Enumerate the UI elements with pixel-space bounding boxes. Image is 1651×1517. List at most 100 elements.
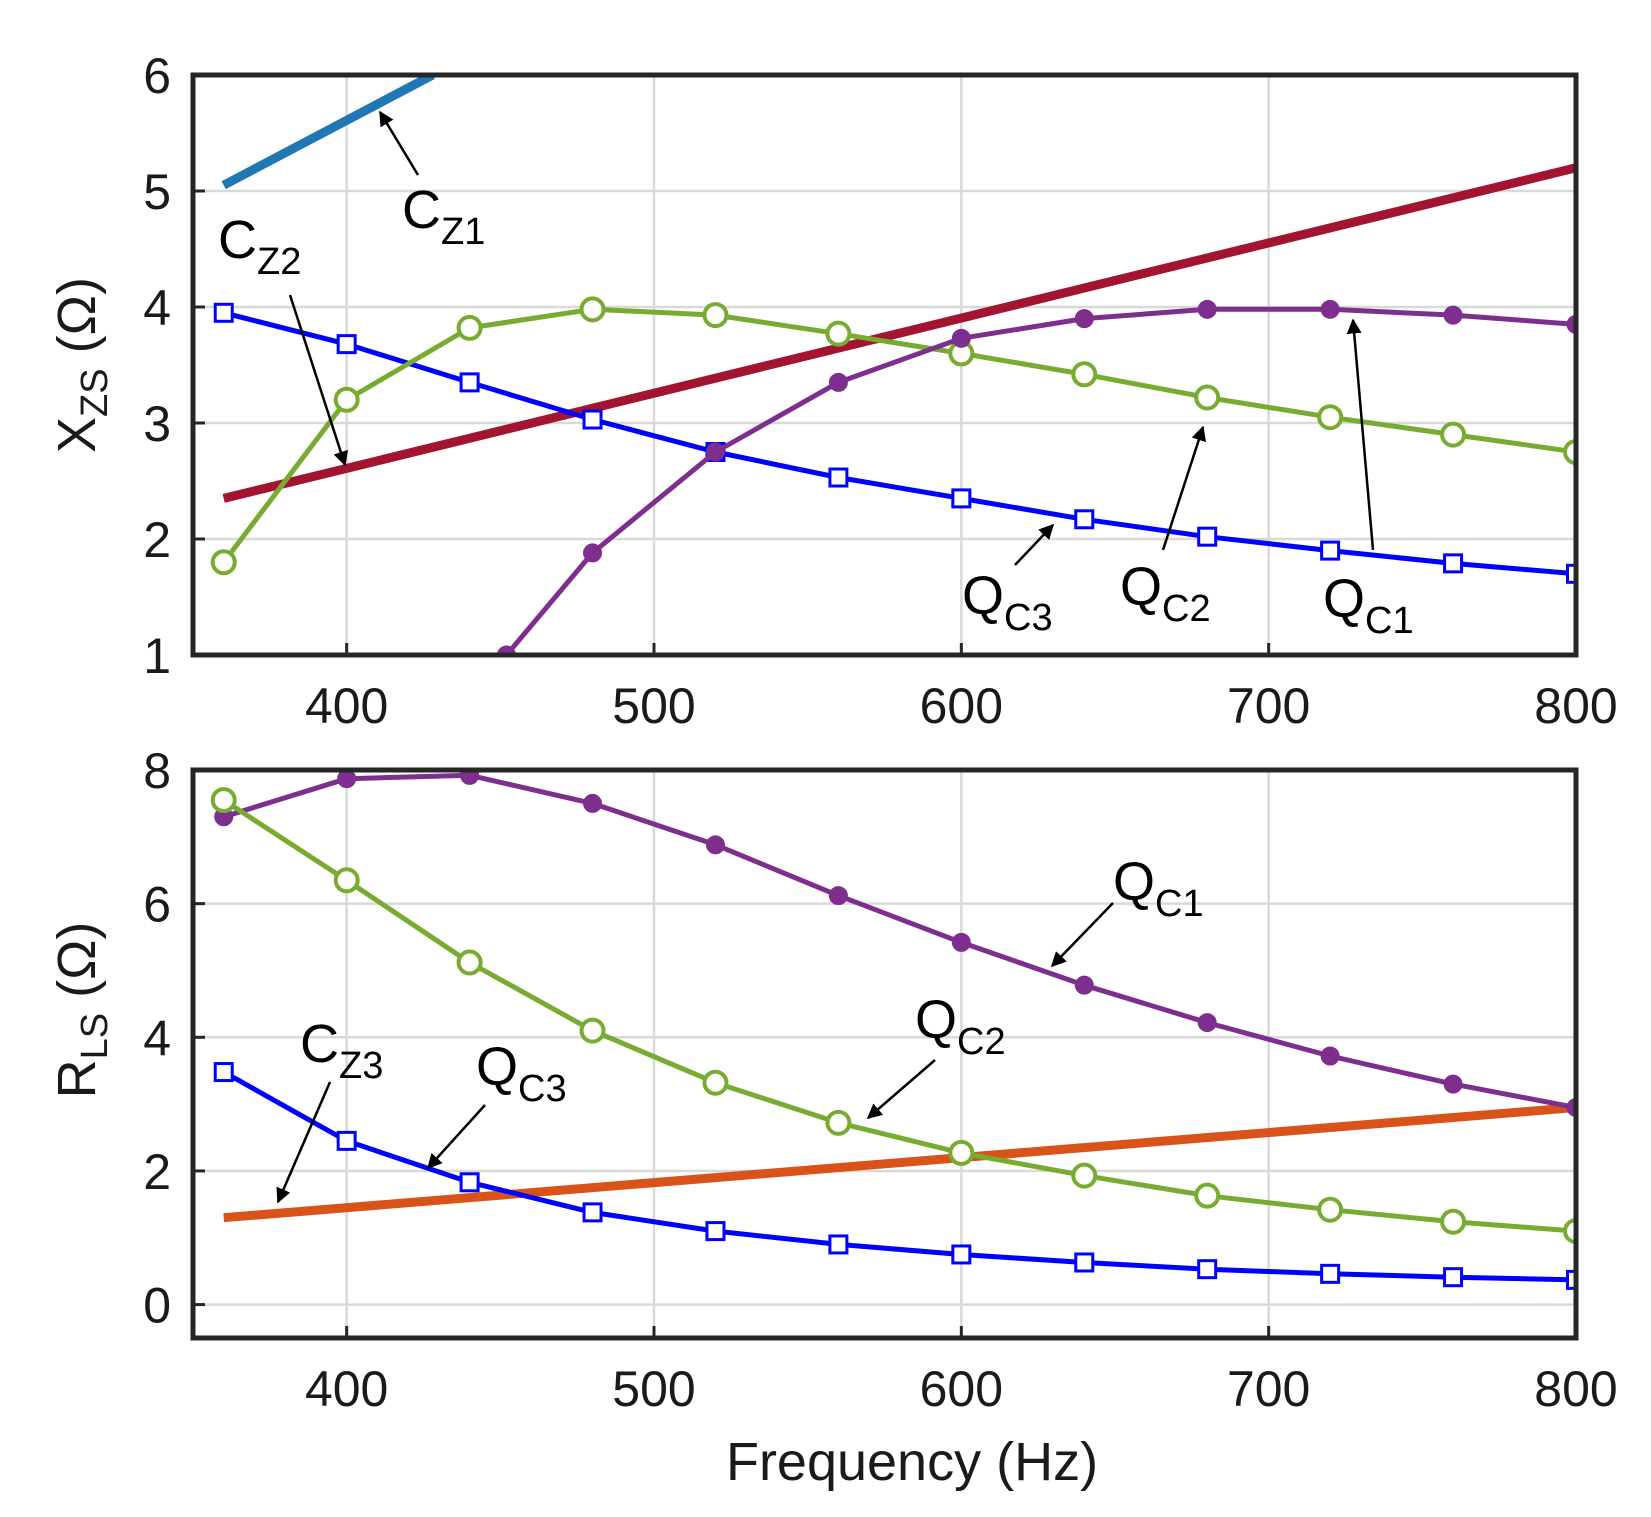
top-series-qc2-marker xyxy=(1563,439,1576,465)
top-y-tick-label: 6 xyxy=(143,48,171,104)
top-x-tick-label: 700 xyxy=(1227,678,1310,734)
top-series-qc2-marker xyxy=(333,386,360,413)
top-series-qc3-marker xyxy=(1074,509,1095,530)
bottom-y-tick-label: 8 xyxy=(143,743,171,799)
top-series-qc3-marker xyxy=(828,467,849,488)
svg-text:QC2: QC2 xyxy=(1120,557,1211,630)
top-series-qc2-marker xyxy=(1440,421,1467,448)
bottom-series-qc2-marker xyxy=(333,867,360,894)
bottom-y-tick-label: 4 xyxy=(143,1010,171,1066)
bottom-x-tick-label: 700 xyxy=(1227,1361,1310,1417)
top-series-qc3-marker xyxy=(1197,526,1218,547)
bottom-x-tick-label: 500 xyxy=(612,1361,695,1417)
bottom-plot-frame xyxy=(190,767,1579,1341)
top-x-tick-label: 400 xyxy=(305,678,388,734)
top-y-tick-label: 5 xyxy=(143,164,171,220)
bottom-series-qc3-marker xyxy=(1443,1267,1464,1288)
top-x-tick-label: 800 xyxy=(1534,678,1617,734)
annotation-qc1-top: QC1 xyxy=(1323,318,1414,642)
bottom-series-qc1-line xyxy=(221,772,1576,1110)
bottom-series-qc2-line xyxy=(221,797,1576,1234)
top-series-qc3-marker xyxy=(213,302,234,323)
bottom-series-qc1-marker xyxy=(1197,1013,1217,1033)
bottom-series-qc3-line xyxy=(221,1069,1576,1283)
bottom-series-qc3-marker xyxy=(1320,1263,1341,1284)
svg-text:CZ1: CZ1 xyxy=(402,180,485,253)
bottom-series-qc3-marker xyxy=(1197,1259,1218,1280)
top-y-tick-label: 4 xyxy=(143,280,171,336)
top-series-qc2-marker xyxy=(825,320,852,347)
bottom-y-axis-title: RLS (Ω) xyxy=(47,922,116,1099)
bottom-y-tick-label: 0 xyxy=(143,1278,171,1334)
top-series-qc2-marker xyxy=(210,549,237,576)
top-series-qc2-line xyxy=(221,306,1576,565)
bottom-series-qc1-marker xyxy=(583,793,603,813)
top-series-qc3-marker xyxy=(951,488,972,509)
bottom-series-qc1-marker xyxy=(1074,975,1094,995)
bottom-x-tick-label: 600 xyxy=(920,1361,1003,1417)
svg-text:QC1: QC1 xyxy=(1113,852,1204,925)
bottom-series-qc1-marker xyxy=(460,770,480,785)
bottom-x-tick-label: 400 xyxy=(305,1361,388,1417)
annotation-qc3-top: QC3 xyxy=(962,523,1055,639)
bottom-x-tick-labels: 400 500 600 700 800 xyxy=(305,1361,1618,1417)
svg-text:CZ3: CZ3 xyxy=(300,1014,383,1087)
bottom-grid xyxy=(193,768,1578,1338)
bottom-series-qc2-marker xyxy=(456,949,483,976)
bottom-series-qc3-marker xyxy=(213,1062,234,1083)
top-x-tick-label: 500 xyxy=(612,678,695,734)
top-series-qc3-marker xyxy=(459,372,480,393)
bottom-panel: 400 500 600 700 800 0 2 4 6 8 RLS (Ω) Frequency … xyxy=(47,743,1618,1492)
annotation-qc2-top: QC2 xyxy=(1120,425,1211,630)
top-series-qc2-marker xyxy=(1071,361,1098,388)
top-series-qc3-marker xyxy=(582,409,603,430)
top-y-axis-title: XZS (Ω) xyxy=(47,277,116,453)
top-series-cz1-line xyxy=(221,75,435,190)
top-x-tick-labels: 400 500 600 700 800 xyxy=(305,678,1618,734)
top-y-tick-labels: 1 2 3 4 5 6 xyxy=(143,48,171,684)
top-series-qc1-line xyxy=(504,306,1576,655)
bottom-y-tick-labels: 0 2 4 6 8 xyxy=(143,743,171,1334)
top-series-qc2-marker xyxy=(579,296,606,323)
top-y-tick-label: 3 xyxy=(143,396,171,452)
top-x-tick-label: 600 xyxy=(920,678,1003,734)
bottom-series-qc2-marker xyxy=(702,1069,729,1096)
bottom-series-qc2-marker xyxy=(825,1109,852,1136)
top-series-qc2-marker xyxy=(1194,384,1221,411)
bottom-series-qc2-marker xyxy=(1071,1162,1098,1189)
bottom-series-qc3-marker xyxy=(705,1221,726,1242)
top-series-qc2-marker xyxy=(702,302,729,329)
top-series-qc1-marker xyxy=(951,328,971,348)
bottom-y-tick-label: 6 xyxy=(143,877,171,933)
top-series-qc2-marker xyxy=(456,314,483,341)
top-series-qc3-marker xyxy=(336,334,357,355)
top-series-qc3-marker xyxy=(1566,563,1576,584)
top-series-qc3-marker xyxy=(1443,553,1464,574)
svg-text:CZ2: CZ2 xyxy=(218,210,301,283)
bottom-series-qc2-marker xyxy=(1194,1182,1221,1209)
bottom-series-qc3-marker xyxy=(459,1172,480,1193)
top-y-tick-label: 1 xyxy=(143,628,171,684)
top-series-cz2-line xyxy=(222,163,1576,503)
top-series-qc1-marker xyxy=(583,543,603,563)
bottom-x-tick-label: 800 xyxy=(1534,1361,1617,1417)
bottom-series-qc3-marker xyxy=(1566,1269,1576,1290)
svg-text:QC3: QC3 xyxy=(962,566,1053,639)
x-axis-title: Frequency (Hz) xyxy=(726,1432,1098,1492)
bottom-series-qc1-marker xyxy=(1320,1046,1340,1066)
top-plot-frame xyxy=(190,72,1579,658)
bottom-series-qc2-marker xyxy=(1317,1196,1344,1223)
annotation-cz1: CZ1 xyxy=(378,110,485,253)
top-series-qc1-marker xyxy=(1443,305,1463,325)
top-series-qc1-marker xyxy=(828,372,848,392)
bottom-series-qc2-marker xyxy=(948,1139,975,1166)
bottom-series-qc3-marker xyxy=(582,1202,603,1223)
bottom-series-qc1-marker xyxy=(705,835,725,855)
bottom-series-qc2-marker xyxy=(579,1017,606,1044)
top-series-qc1-marker xyxy=(1197,299,1217,319)
bottom-series-qc2-marker xyxy=(1563,1218,1576,1245)
bottom-series-qc3-marker xyxy=(336,1130,357,1151)
bottom-y-tick-label: 2 xyxy=(143,1144,171,1200)
bottom-series-qc1-marker xyxy=(337,770,357,789)
